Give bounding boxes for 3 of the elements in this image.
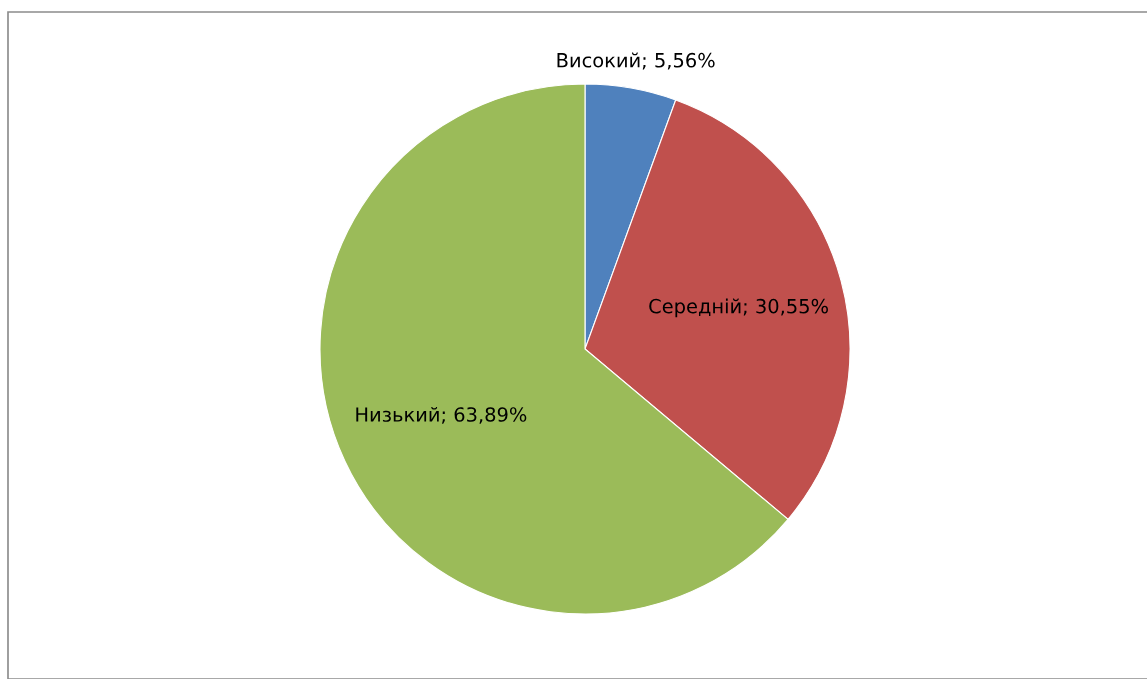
slice-label: Високий; 5,56% bbox=[557, 52, 715, 70]
slice-label: Низький; 63,89% bbox=[356, 406, 527, 424]
slice-label: Середній; 30,55% bbox=[649, 298, 828, 318]
